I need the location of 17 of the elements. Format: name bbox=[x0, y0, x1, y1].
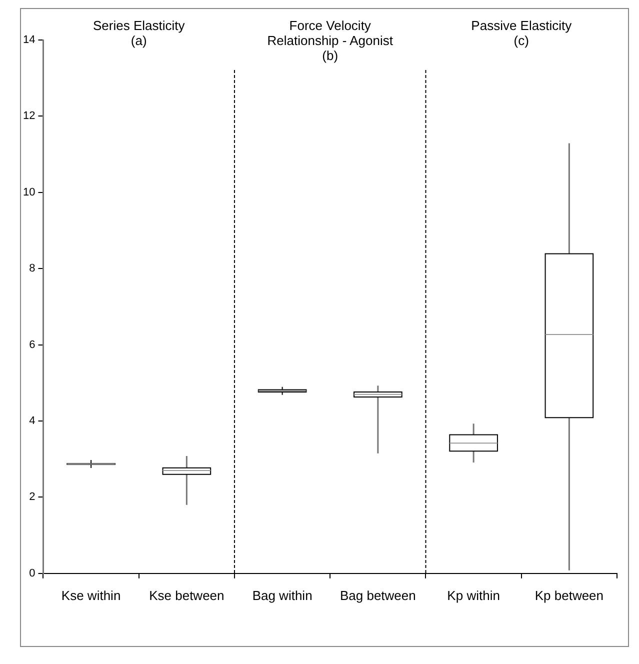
y-tick-label: 8 bbox=[29, 262, 36, 275]
x-tick-label: Kse between bbox=[149, 588, 224, 603]
x-tick-label: Kp within bbox=[447, 588, 500, 603]
annotation: Passive Elasticity (c) bbox=[471, 18, 572, 48]
annotation: Series Elasticity (a) bbox=[92, 18, 186, 48]
y-tick-label: 12 bbox=[22, 110, 36, 122]
x-tick-label: Kse within bbox=[61, 588, 121, 603]
y-tick-label: 0 bbox=[29, 567, 36, 580]
y-tick-label: 6 bbox=[29, 338, 36, 351]
x-tick-label: Bag between bbox=[340, 588, 416, 603]
y-tick-label: 2 bbox=[29, 491, 36, 504]
y-tick-label: 4 bbox=[29, 415, 36, 428]
x-tick-label: Bag within bbox=[252, 588, 312, 603]
x-tick-label: Kp between bbox=[534, 588, 604, 603]
y-tick-label: 14 bbox=[22, 34, 36, 46]
annotation: Force Velocity Relationship - Agonist (b) bbox=[267, 18, 394, 64]
y-tick-label: 10 bbox=[22, 186, 36, 198]
